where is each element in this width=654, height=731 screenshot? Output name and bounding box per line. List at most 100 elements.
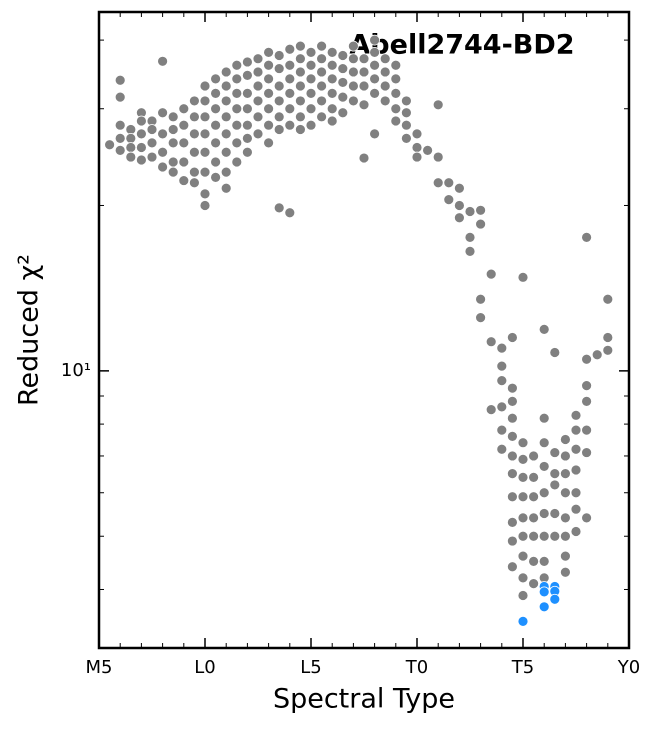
data-point (560, 434, 571, 445)
data-point (167, 156, 179, 168)
data-point (379, 66, 391, 78)
data-point (294, 66, 306, 78)
data-point (538, 586, 550, 598)
data-point (369, 46, 381, 58)
data-point (231, 59, 243, 71)
data-point (496, 443, 508, 455)
data-point (390, 115, 402, 127)
data-point (411, 142, 423, 153)
data-point (390, 73, 402, 85)
data-point (178, 119, 190, 131)
data-point (400, 132, 412, 144)
data-point (210, 137, 222, 149)
x-tick-label: L5 (300, 657, 321, 678)
data-point (602, 332, 614, 343)
data-point (210, 103, 222, 115)
data-point (305, 87, 317, 99)
data-point (581, 380, 592, 392)
data-point (316, 95, 328, 107)
data-point (231, 87, 243, 99)
data-point (284, 119, 296, 131)
data-point (517, 590, 529, 601)
data-point (294, 124, 306, 135)
data-point (305, 59, 317, 71)
data-point (358, 80, 370, 92)
data-point (337, 107, 349, 119)
data-point (178, 103, 190, 115)
data-point (241, 87, 253, 99)
data-point (220, 66, 232, 78)
data-point (453, 200, 465, 211)
data-point (114, 91, 126, 103)
data-point (538, 437, 550, 449)
data-point (188, 166, 200, 178)
data-point (231, 156, 243, 168)
data-point (273, 50, 285, 61)
data-point (570, 443, 582, 455)
data-point (273, 111, 285, 123)
data-point (220, 146, 232, 158)
data-point (485, 404, 497, 416)
data-point (167, 124, 179, 135)
data-point (326, 87, 338, 99)
data-point (475, 204, 487, 216)
data-point (517, 550, 529, 562)
data-point (178, 175, 190, 186)
data-point (284, 103, 296, 115)
data-point (167, 166, 179, 178)
data-point (517, 615, 529, 627)
data-point (337, 50, 349, 61)
data-point (273, 80, 285, 92)
data-point (167, 137, 179, 149)
data-point (560, 566, 571, 578)
data-point (507, 450, 518, 462)
data-point (570, 487, 582, 499)
data-point (135, 115, 147, 127)
data-point (178, 156, 190, 168)
data-point (188, 146, 200, 158)
data-point (411, 128, 423, 140)
data-point (560, 450, 571, 462)
data-point (125, 142, 137, 153)
data-point (538, 412, 550, 424)
data-point (528, 471, 539, 483)
data-point (453, 212, 465, 224)
data-point (570, 526, 582, 537)
data-point (231, 137, 243, 149)
data-point (252, 128, 264, 140)
data-point (517, 471, 529, 483)
data-point (104, 139, 115, 151)
data-point (496, 360, 508, 372)
data-point (496, 424, 508, 436)
data-point (496, 375, 508, 387)
data-point (358, 66, 370, 78)
data-point (252, 80, 264, 92)
plot-frame (97, 10, 631, 650)
data-point (146, 151, 158, 163)
data-point (507, 412, 518, 424)
data-point (369, 34, 381, 46)
data-point (538, 487, 550, 499)
data-point (284, 87, 296, 99)
data-point (188, 177, 200, 189)
data-point (581, 353, 592, 365)
data-point (199, 188, 211, 200)
data-point (135, 128, 147, 140)
data-point (464, 206, 476, 217)
data-point (390, 87, 402, 99)
data-point (146, 124, 158, 135)
data-point (496, 342, 508, 354)
data-point (157, 161, 169, 173)
data-point (538, 461, 550, 472)
data-point (485, 336, 497, 348)
data-point (528, 450, 539, 462)
data-point (199, 95, 211, 107)
data-point (241, 56, 253, 68)
data-point (294, 95, 306, 107)
data-point (263, 87, 275, 99)
data-point (241, 69, 253, 81)
x-tick-label: M5 (86, 657, 113, 678)
data-point (157, 55, 169, 67)
data-point (337, 91, 349, 103)
